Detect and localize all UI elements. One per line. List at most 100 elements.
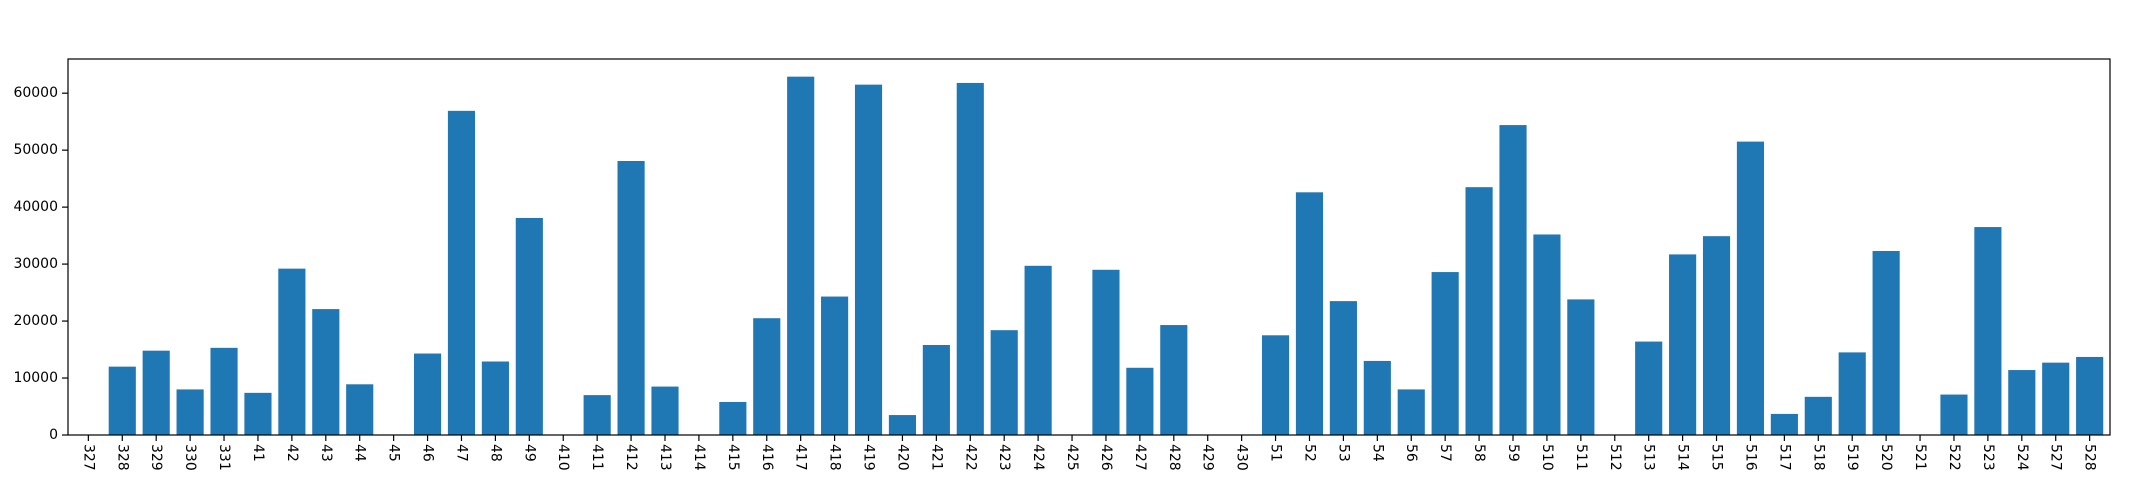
x-tick-label: 417 [793,444,809,471]
x-tick-label: 42 [284,444,300,462]
bar-51 [1261,335,1290,435]
x-tick-label: 510 [1539,444,1555,471]
x-tick-label: 413 [657,444,673,471]
x-tick-label: 518 [1810,444,1826,471]
bar-416 [753,318,781,435]
bar-424 [1024,265,1052,435]
bar-527 [2042,362,2070,435]
x-tick-label: 45 [386,444,402,462]
bar-518 [1804,396,1832,435]
bar-523 [1974,227,2002,435]
x-tick-label: 514 [1675,444,1691,471]
x-tick-label: 419 [861,444,877,471]
bar-418 [821,296,849,435]
x-tick-label: 329 [148,444,164,471]
x-tick-label: 57 [1437,444,1453,462]
x-tick-label: 58 [1471,444,1487,462]
x-tick-label: 59 [1505,444,1521,462]
bar-59 [1499,125,1527,435]
bar-514 [1669,254,1697,435]
y-tick-label: 40000 [13,199,58,215]
y-tick-label: 0 [49,427,58,443]
x-tick-label: 423 [996,444,1012,471]
x-tick-label: 426 [1098,444,1114,471]
bar-42 [278,268,306,435]
x-tick-label: 53 [1335,444,1351,462]
x-tick-label: 421 [928,444,944,471]
x-tick-label: 522 [1946,444,1962,471]
bar-513 [1635,341,1663,435]
bar-427 [1126,367,1154,435]
x-tick-label: 427 [1132,444,1148,471]
bar-57 [1431,272,1459,435]
bar-422 [956,82,984,436]
bar-52 [1295,192,1324,435]
x-tick-label: 512 [1607,444,1623,471]
x-tick-label: 511 [1573,444,1589,471]
x-tick-label: 429 [1200,444,1216,471]
bar-54 [1363,360,1391,435]
bar-517 [1770,413,1798,435]
bar-515 [1702,236,1731,435]
x-tick-label: 52 [1301,444,1317,462]
x-tick-label: 54 [1369,444,1385,462]
bar-56 [1397,389,1425,435]
bar-520 [1872,250,1900,435]
x-tick-label: 412 [623,444,639,471]
x-tick-label: 327 [80,444,96,471]
x-tick-label: 416 [759,444,775,471]
bar-421 [922,344,950,435]
bar-511 [1567,299,1595,435]
x-tick-label: 47 [453,444,469,462]
bar-330 [176,389,204,435]
bar-331 [210,347,238,435]
y-tick-label: 60000 [13,85,58,101]
y-tick-label: 50000 [13,142,58,158]
bar-524 [2008,370,2036,435]
bar-58 [1465,187,1493,435]
bar-411 [583,395,611,435]
x-tick-label: 523 [1980,444,1996,471]
bar-417 [787,76,815,435]
x-tick-label: 515 [1709,444,1725,471]
x-tick-label: 328 [114,444,130,471]
x-tick-label: 48 [487,444,503,462]
x-tick-label: 520 [1878,444,1894,471]
bar-413 [651,386,679,435]
x-axis: 327 328 329 330 331 41 42 43 44 45 46 47 48 49 410 411 4… [80,435,2098,471]
x-tick-label: 425 [1064,444,1080,471]
x-tick-label: 41 [250,444,266,462]
y-tick-label: 10000 [13,370,58,386]
x-tick-label: 418 [827,444,843,471]
bar-522 [1940,394,1968,435]
x-tick-label: 51 [1268,444,1284,462]
bar-415 [719,401,747,435]
bar-328 [108,366,136,435]
x-tick-label: 521 [1912,444,1928,471]
bar-519 [1838,352,1866,435]
bar-420 [888,415,917,435]
x-tick-label: 428 [1166,444,1182,471]
bars-group [108,76,2104,436]
x-tick-label: 330 [182,444,198,471]
x-tick-label: 524 [2014,444,2030,471]
bar-44 [346,384,374,435]
x-tick-label: 420 [894,444,910,471]
x-tick-label: 424 [1030,444,1046,471]
x-tick-label: 46 [420,444,436,462]
x-tick-label: 414 [691,444,707,471]
bar-426 [1092,269,1120,435]
x-tick-label: 415 [725,444,741,471]
x-tick-label: 44 [352,444,368,462]
bar-412 [617,160,645,436]
bar-43 [312,309,340,435]
plot-frame [67,58,2111,436]
x-tick-label: 528 [2082,444,2098,471]
x-tick-label: 331 [216,444,232,471]
bar-423 [990,330,1018,435]
x-tick-label: 527 [2048,444,2064,471]
bar-41 [244,392,272,435]
bar-53 [1329,301,1357,435]
